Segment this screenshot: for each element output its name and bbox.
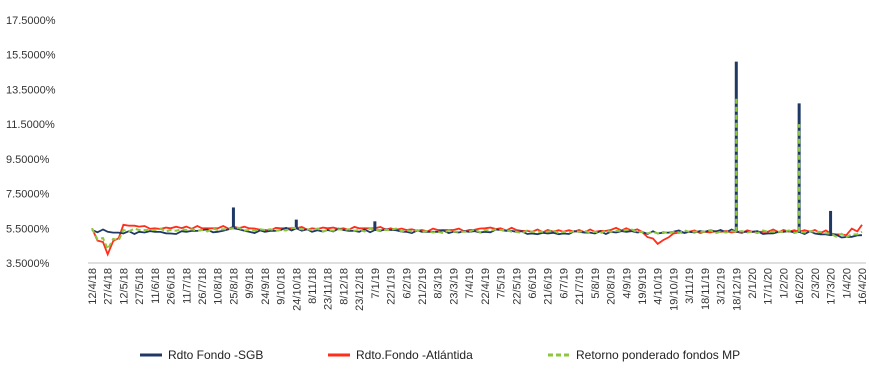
x-tick-label: 21/6/19 [543,268,555,305]
x-tick-label: 17/3/20 [826,268,838,305]
y-axis: 17.5000% 15.5000% 13.5000% 11.5000% 9.5000% 7… [6,15,56,270]
legend: Rdto Fondo -SGB Rdto.Fondo -Atlántida Reto… [140,348,740,362]
x-tick-label: 6/6/19 [527,268,539,299]
x-tick-label: 7/4/19 [464,268,476,299]
x-tick-label: 19/10/19 [668,268,680,311]
x-tick-label: 23/11/18 [323,268,335,310]
x-tick-label: 23/12/18 [354,268,366,311]
x-tick-label: 1/2/20 [778,268,790,299]
x-tick-label: 3/11/19 [684,268,696,304]
x-tick-label: 7/5/19 [496,268,508,299]
x-tick-label: 2/3/20 [810,268,822,299]
x-tick-label: 21/7/19 [574,268,586,305]
x-tick-label: 22/1/19 [386,268,398,305]
x-tick-label: 21/2/19 [417,268,429,305]
x-tick-label: 17/1/20 [763,268,775,305]
x-tick-label: 1/4/20 [841,268,853,299]
x-tick-label: 27/4/18 [103,268,115,305]
x-tick-label: 25/8/18 [228,268,240,305]
x-tick-label: 6/2/19 [401,268,413,299]
x-tick-label: 7/1/19 [370,268,382,299]
x-tick-label: 11/7/18 [181,268,193,304]
x-tick-label: 4/10/19 [653,268,665,305]
x-tick-label: 18/11/19 [700,268,712,310]
x-tick-label: 26/6/18 [166,268,178,305]
x-tick-label: 24/9/18 [260,268,272,305]
y-tick-label: 17.5000% [6,15,56,27]
x-tick-label: 12/4/18 [87,268,99,305]
x-tick-label: 27/5/18 [134,268,146,305]
x-tick-label: 16/2/20 [794,268,806,305]
x-tick-label: 20/8/19 [606,268,618,305]
legend-label-0: Rdto Fondo -SGB [168,348,263,362]
x-tick-label: 4/9/19 [621,268,633,299]
x-tick-label: 22/4/19 [480,268,492,305]
x-tick-label: 16/4/20 [857,268,869,305]
x-tick-label: 22/5/19 [511,268,523,305]
x-tick-label: 11/6/18 [150,268,162,304]
x-tick-label: 9/10/18 [276,268,288,305]
series-layer [91,61,863,257]
y-tick-label: 3.5000% [6,258,50,270]
x-tick-label: 3/12/19 [716,268,728,305]
x-tick-label: 23/3/19 [448,268,460,305]
legend-label-1: Rdto.Fondo -Atlántida [356,348,473,362]
x-tick-label: 10/8/18 [213,268,225,305]
x-tick-label: 12/5/18 [118,268,130,305]
x-tick-label: 26/7/18 [197,268,209,305]
x-tick-label: 8/3/19 [433,268,445,299]
x-tick-label: 2/1/20 [747,268,759,299]
x-tick-label: 19/9/19 [637,268,649,305]
y-tick-label: 5.5000% [6,223,50,235]
y-tick-label: 15.5000% [6,50,56,62]
y-tick-label: 7.5000% [6,189,50,201]
series-line-2 [91,226,863,252]
x-tick-label: 8/11/18 [307,268,319,304]
y-tick-label: 11.5000% [6,119,55,131]
x-tick-label: 5/8/19 [590,268,602,299]
x-axis: 12/4/18 27/4/18 12/5/18 27/5/18 11/6/18 26/6/… [87,262,869,311]
y-tick-label: 13.5000% [6,84,56,96]
x-tick-label: 9/9/18 [244,268,256,299]
x-tick-label: 18/12/19 [731,268,743,311]
x-tick-label: 6/7/19 [558,268,570,299]
x-tick-label: 24/10/18 [291,268,303,311]
y-tick-label: 9.5000% [6,154,50,166]
x-tick-label: 8/12/18 [338,268,350,305]
legend-label-2: Retorno ponderado fondos MP [576,348,740,362]
